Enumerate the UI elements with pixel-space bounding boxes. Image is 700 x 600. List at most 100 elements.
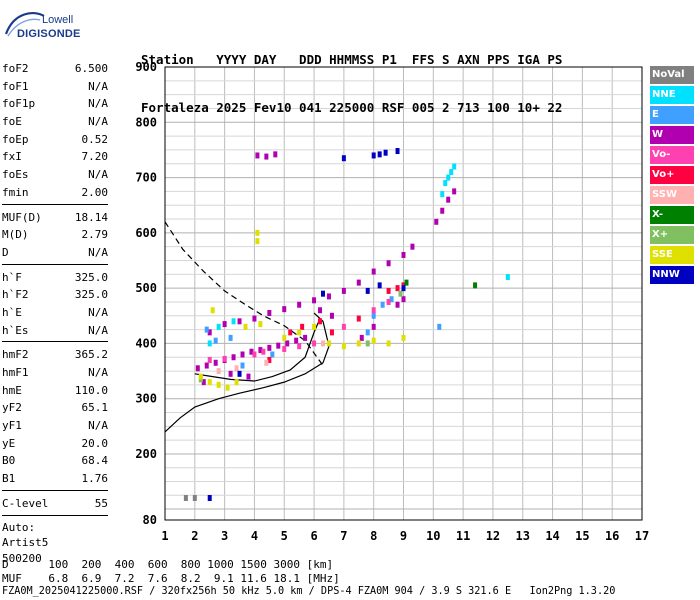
echo-point-e: [270, 351, 275, 358]
param-value: N/A: [88, 419, 108, 433]
param-value: 365.2: [74, 348, 108, 362]
echo-point-w: [359, 334, 364, 341]
param-divider: [2, 263, 108, 265]
echo-point-e: [389, 296, 394, 303]
legend-item: Vo-: [650, 146, 694, 164]
echo-point-w: [264, 153, 269, 160]
echo-point-nnw: [365, 287, 370, 294]
param-row: foEs N/A: [2, 166, 108, 184]
echo-point-w: [401, 296, 406, 303]
autoscale-info: Artist5: [2, 536, 49, 549]
echo-point-sse: [255, 229, 260, 236]
param-value: 55: [94, 496, 108, 510]
param-row: hmF2 365.2: [2, 346, 108, 364]
echo-point-w: [341, 287, 346, 294]
echo-point-nne: [207, 340, 212, 347]
legend-item: Vo+: [650, 166, 694, 184]
echo-point-nnw: [383, 149, 388, 156]
legend-item: E: [650, 106, 694, 124]
plot-frame: [164, 66, 643, 521]
param-value: 65.1: [81, 401, 109, 415]
echo-point-nnw: [377, 282, 382, 289]
echo-point-vo-: [312, 340, 317, 347]
x-tick-label: 4: [251, 529, 258, 543]
param-row: foF2 6.500: [2, 60, 108, 78]
echo-point-sse: [401, 334, 406, 341]
echo-point-w: [195, 365, 200, 372]
param-row: fmin 2.00: [2, 184, 108, 202]
echo-point-nnw: [341, 155, 346, 162]
echo-point-x-: [404, 279, 409, 286]
param-value: N/A: [88, 97, 108, 111]
echo-point-ssw: [321, 340, 326, 347]
echo-point-e: [228, 334, 233, 341]
legend-item: SSW: [650, 186, 694, 204]
legend-item: NNW: [650, 266, 694, 284]
scaled-parameters-panel: foF2 6.500 foF1 N/A foF1p N/A foE N/A foEp 0.52 fx…: [2, 60, 108, 566]
param-name: B0: [2, 454, 16, 468]
echo-point-sse: [356, 340, 361, 347]
echo-point-w: [294, 337, 299, 344]
echo-point-vo-: [395, 285, 400, 292]
param-row: B0 68.4: [2, 452, 108, 470]
param-name: h`E: [2, 305, 22, 319]
header-values: Fortaleza 2025 Fev10 041 225000 RSF 005 …: [141, 100, 563, 115]
param-value: 18.14: [74, 210, 108, 224]
param-value: N/A: [88, 366, 108, 379]
x-tick-label: 13: [516, 529, 530, 543]
echo-point-w: [207, 329, 212, 336]
x-tick-label: 7: [340, 529, 347, 543]
y-tick-label: 800: [135, 115, 157, 129]
param-divider: [2, 203, 108, 205]
x-tick-label: 12: [486, 529, 500, 543]
echo-point-w: [273, 151, 278, 158]
echo-point-sse: [234, 379, 239, 386]
echo-point-e: [371, 312, 376, 319]
echo-point-w: [285, 340, 290, 347]
param-value: N/A: [88, 79, 108, 93]
echo-point-e: [204, 326, 209, 333]
digisonde-logo: Lowell DIGISONDE: [4, 8, 84, 42]
echo-point-vo-: [267, 357, 272, 364]
param-row: h`F 325.0: [2, 269, 108, 287]
file-info-row: FZA0M_2025041225000.RSF / 320fx256h 50 k…: [2, 586, 616, 597]
param-row: hmE 110.0: [2, 382, 108, 400]
echo-point-nnw: [371, 152, 376, 159]
echo-point-vo-: [386, 298, 391, 305]
echo-point-sse: [258, 321, 263, 328]
param-name: h`Es: [2, 323, 29, 337]
echo-point-w: [246, 373, 251, 380]
echo-point-vo-: [329, 329, 334, 336]
param-row: yE 20.0: [2, 435, 108, 453]
echo-point-w: [395, 301, 400, 308]
echo-point-w: [249, 348, 254, 355]
param-name: C-level: [2, 496, 49, 510]
param-name: foF1: [2, 79, 29, 93]
echo-point-noval: [192, 495, 197, 501]
echo-point-nne: [443, 180, 448, 187]
param-divider: [2, 489, 108, 491]
param-value: 2.00: [81, 185, 109, 199]
x-tick-label: 17: [635, 529, 649, 543]
echo-point-w: [356, 279, 361, 286]
extrapolated-profile-curve: [164, 221, 324, 366]
x-tick-label: 15: [575, 529, 589, 543]
param-name: foF2: [2, 62, 29, 75]
param-name: h`F: [2, 270, 22, 284]
param-row: yF1 N/A: [2, 417, 108, 435]
echo-point-vo-: [300, 323, 305, 330]
echo-point-nne: [452, 163, 457, 170]
echo-point-vo-: [341, 323, 346, 330]
echo-point-nne: [446, 174, 451, 181]
echo-point-vo-: [282, 345, 287, 352]
echo-point-vo-: [252, 351, 257, 358]
y-tick-label: 900: [135, 60, 157, 74]
echo-point-nne: [231, 318, 236, 325]
param-row: foEp 0.52: [2, 131, 108, 149]
legend-item: NNE: [650, 86, 694, 104]
param-row: foF1p N/A: [2, 95, 108, 113]
echo-point-vo-: [288, 329, 293, 336]
echo-point-sse: [210, 307, 215, 314]
echo-point-sse: [216, 381, 221, 388]
echo-point-w: [312, 297, 317, 304]
